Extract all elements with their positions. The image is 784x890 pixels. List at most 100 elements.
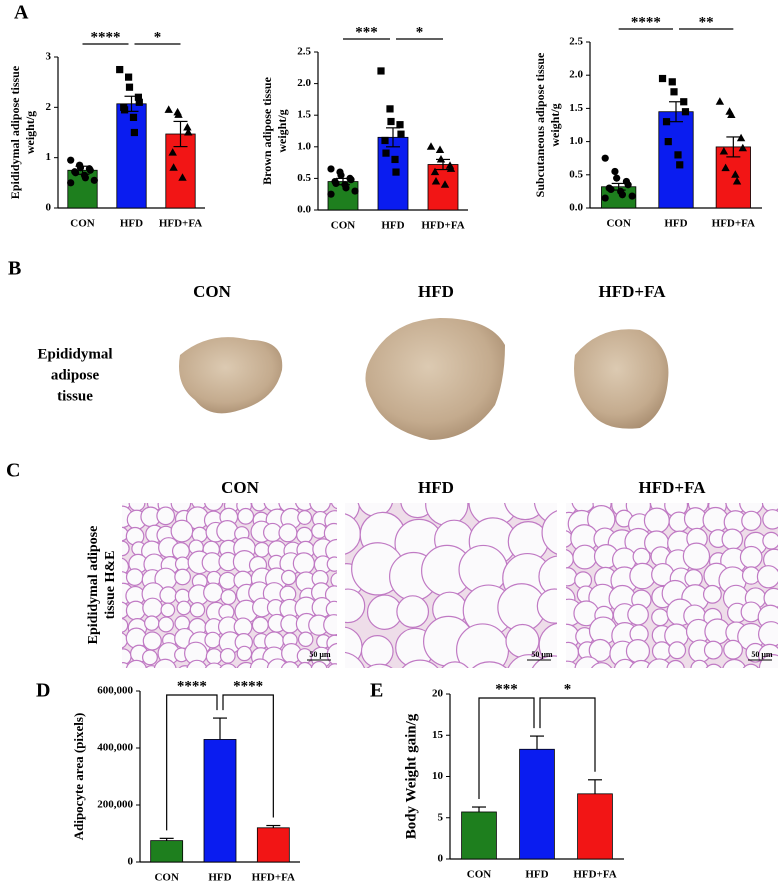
bar [203,739,237,863]
adipocyte [174,568,191,586]
data-point [130,128,138,137]
y-tick-label: 0.0 [297,204,311,216]
adipocyte [186,659,208,668]
data-point [601,194,609,202]
data-point [178,173,187,181]
data-point [169,163,178,171]
adipocyte [472,661,508,668]
data-point [721,163,730,172]
data-point [129,113,138,121]
data-point [731,170,740,178]
adipocyte [237,507,255,525]
panel-label: D [36,680,50,702]
scale-bar: 50 μm [531,650,553,659]
data-point [680,98,688,106]
adipocyte [122,540,130,557]
data-point [736,133,746,142]
adipocyte [309,503,331,514]
y-tick-label: 0 [438,853,444,865]
adipocyte [219,663,237,668]
y-tick-label: 1.0 [297,140,311,152]
x-tick-label: CON [154,872,179,884]
data-point [327,190,335,198]
adipocyte [296,526,313,544]
scale-bar: 50 μm [751,650,773,659]
y-axis-label: Brown adipose tissue [260,76,274,184]
adipocyte [401,659,439,668]
adipocyte [643,507,670,534]
significance-label: ** [699,14,714,30]
data-point [431,177,441,185]
y-axis-label: Body Weight gain/g [403,713,419,839]
adipocyte [278,523,298,543]
data-point [382,149,390,157]
adipocyte [157,616,174,633]
adipocyte [122,557,130,576]
y-tick-label: 3 [46,51,52,63]
data-point [125,73,133,81]
data-point [674,151,682,159]
adipocyte [142,597,163,619]
adipocyte [758,621,778,648]
adipocyte [742,663,759,668]
data-point [613,174,621,182]
data-point [337,171,345,179]
data-point [391,155,399,164]
photo-column: HFD+FA [599,282,667,301]
tissue-photo [365,318,505,440]
adipocyte [536,588,557,624]
adipocyte [220,589,237,606]
y-tick-label: 5 [438,811,444,823]
data-point [67,179,75,187]
adipocyte [721,528,744,551]
adipocyte [170,519,194,543]
y-tick-label: 2.0 [297,77,311,89]
adipocyte [280,569,297,586]
adipocyte [142,631,162,651]
data-point [332,179,340,188]
adipocyte [345,588,366,624]
data-point [386,105,394,113]
adipocyte [292,552,315,575]
y-tick-label: 200,000 [97,799,133,811]
data-point [715,97,725,105]
data-point [426,142,436,150]
adipocyte [762,531,778,550]
significance-label: * [416,24,424,40]
x-tick-label: HFD+FA [573,869,616,881]
adipocyte [310,660,328,668]
adipocyte [330,503,337,510]
significance-label: **** [177,678,207,694]
data-point [381,136,389,145]
adipocyte [153,658,177,668]
adipocyte [739,545,763,569]
adipocyte [627,603,649,626]
significance-bracket [478,697,535,800]
significance-label: **** [233,678,263,694]
adipocyte [566,530,574,548]
adipocyte [345,651,366,668]
panel-label: E [370,680,383,702]
adipocyte [125,600,146,621]
adipocyte [326,556,337,572]
x-tick-label: HFD [381,220,404,232]
tissue-photo [574,329,669,429]
adipocyte [189,601,206,618]
photo-row-label: adipose [51,367,100,383]
adipocyte [357,503,393,517]
data-point [342,184,350,192]
bar [116,103,147,209]
adipocyte [170,503,192,514]
x-tick-label: HFD [664,218,687,230]
adipocyte [590,662,613,668]
data-point [601,154,609,162]
data-point [135,98,143,106]
tissue-photo [179,337,283,414]
adipocyte [144,615,160,631]
data-point [732,176,742,185]
data-point [67,156,75,164]
adipocyte [571,503,596,513]
x-tick-label: HFD [525,869,548,881]
bar [577,793,613,860]
y-tick-label: 1.5 [297,109,311,121]
